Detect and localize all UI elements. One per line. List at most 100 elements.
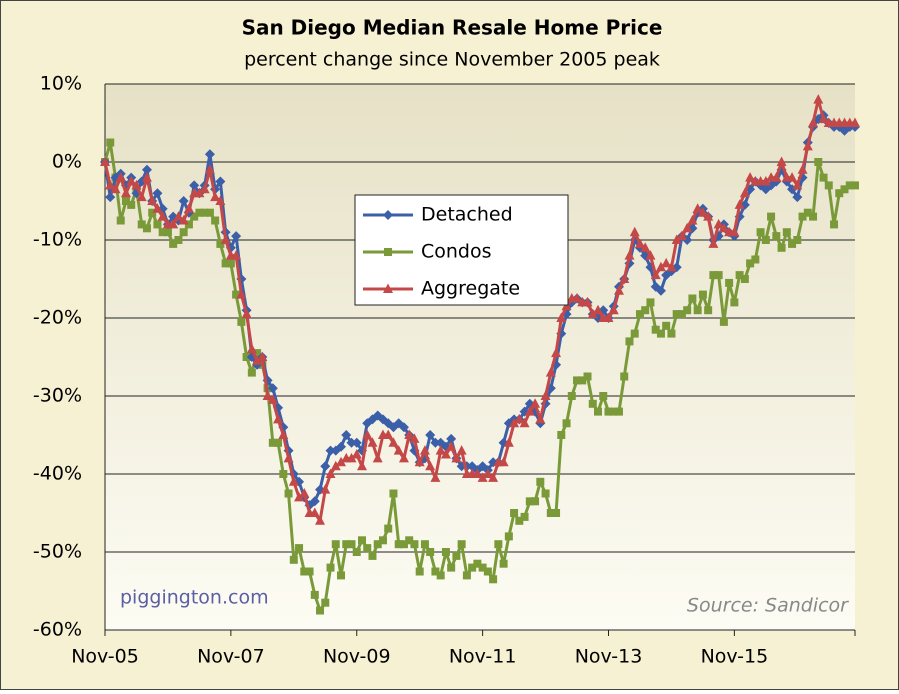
point (573, 376, 582, 385)
point (384, 524, 393, 533)
legend-marker (383, 283, 393, 293)
point (662, 321, 671, 330)
point (756, 228, 765, 237)
point (697, 207, 708, 217)
point (267, 383, 278, 394)
legend-label: Condos (421, 241, 492, 263)
point (519, 417, 530, 428)
point (247, 368, 256, 377)
point (514, 413, 525, 424)
point (777, 243, 786, 252)
point (651, 325, 660, 334)
point (378, 536, 387, 545)
point (551, 347, 562, 358)
point (158, 228, 167, 237)
point (620, 372, 629, 381)
point (195, 208, 204, 217)
point (200, 208, 209, 217)
point (482, 468, 493, 478)
point (809, 212, 818, 221)
y-tick-label: -10% (33, 229, 82, 251)
y-tick-label: -30% (33, 385, 82, 407)
point (489, 575, 498, 584)
point (510, 509, 519, 517)
point (468, 563, 477, 572)
point (178, 196, 189, 206)
point (803, 208, 812, 217)
point (262, 390, 273, 400)
point (274, 438, 283, 447)
point (693, 306, 702, 315)
point (430, 472, 441, 482)
point (352, 548, 361, 556)
point (640, 242, 651, 252)
legend-label: Detached (421, 204, 513, 226)
point (178, 215, 189, 225)
point (346, 452, 357, 463)
point (316, 606, 325, 615)
point (163, 228, 172, 237)
point (808, 117, 819, 127)
point (608, 304, 619, 315)
point (152, 203, 163, 213)
point (494, 540, 503, 549)
point (232, 290, 241, 299)
point (347, 540, 356, 549)
point (594, 407, 603, 416)
point (472, 468, 483, 478)
y-tick-label: -20% (33, 307, 82, 329)
point (183, 203, 194, 213)
point (414, 456, 425, 467)
point (792, 192, 803, 203)
point (745, 172, 756, 182)
point (425, 460, 436, 471)
point (420, 540, 429, 549)
point (426, 548, 435, 556)
point (650, 269, 661, 280)
point (830, 220, 839, 229)
point (321, 598, 330, 607)
y-tick-label: -60% (33, 619, 82, 641)
point (419, 445, 430, 455)
legend-marker (383, 210, 393, 220)
plot-area (105, 84, 855, 630)
point (819, 173, 828, 182)
series (100, 94, 860, 525)
point (751, 255, 760, 264)
point (116, 216, 125, 225)
point (388, 437, 399, 447)
point (767, 212, 776, 221)
point (713, 218, 724, 229)
point (252, 355, 263, 365)
point (531, 497, 540, 506)
point (655, 285, 666, 296)
point (267, 394, 278, 404)
point (782, 228, 791, 237)
point (552, 509, 561, 517)
point (630, 329, 639, 338)
point (739, 187, 750, 198)
point (452, 551, 461, 560)
point (106, 138, 115, 147)
point (629, 226, 640, 237)
point (394, 540, 403, 549)
point (536, 477, 545, 486)
point (718, 222, 729, 233)
point (578, 376, 587, 385)
point (131, 179, 142, 190)
point (818, 113, 829, 124)
point (279, 470, 288, 478)
point (148, 208, 157, 217)
point (184, 220, 193, 229)
x-tick-label: Nov-15 (701, 646, 769, 668)
point (703, 211, 714, 221)
point (205, 208, 214, 217)
point (320, 461, 331, 472)
point (383, 429, 394, 439)
point (153, 220, 162, 229)
point (477, 472, 488, 482)
point (604, 407, 613, 416)
point (231, 231, 242, 242)
point (683, 306, 692, 315)
point (446, 433, 457, 444)
